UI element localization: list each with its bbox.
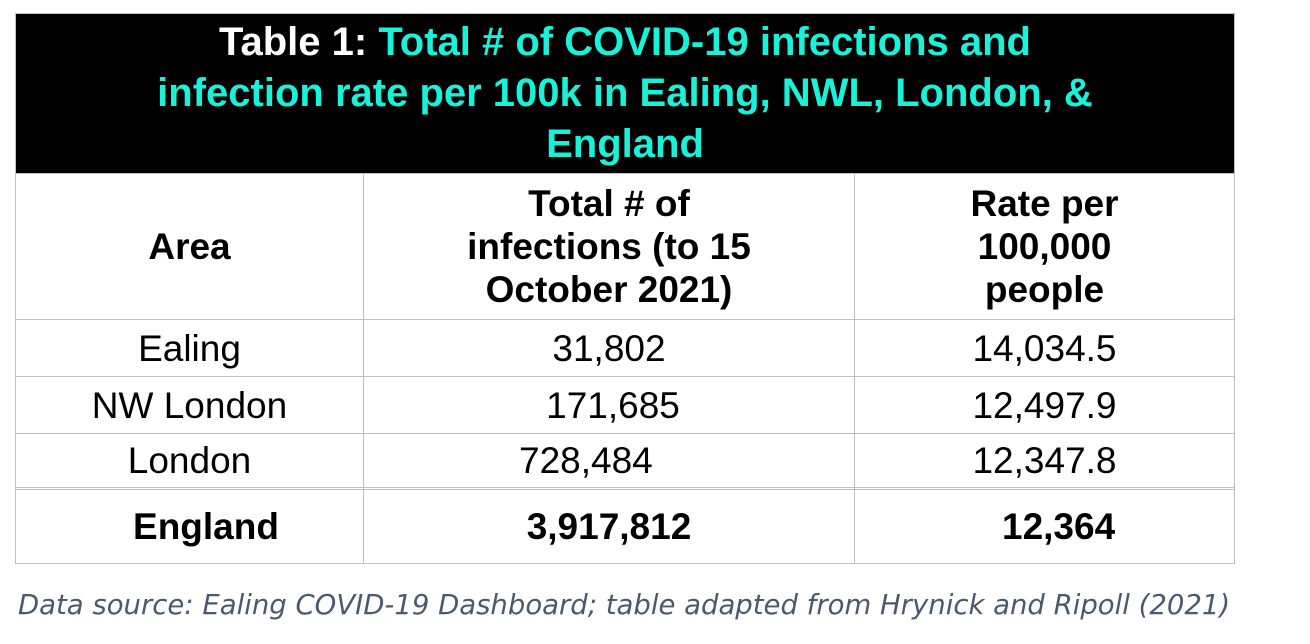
row-nw-london-infections: 171,685: [546, 384, 680, 426]
table-title-line-1: Table 1: Total # of COVID-19 infections …: [16, 17, 1234, 68]
header-rate-line-2: 100,000: [977, 225, 1112, 267]
header-infections-line-1: Total # of: [528, 182, 690, 224]
table-title-text-1: Total # of COVID-19 infections and: [378, 20, 1031, 64]
table-title-prefix: Table 1:: [219, 20, 379, 64]
data-source-caption: Data source: Ealing COVID-19 Dashboard; …: [18, 589, 1231, 621]
header-infections-line-3: October 2021): [485, 268, 733, 310]
table-rule-row-1: [16, 376, 1234, 377]
row-london-area: London: [127, 440, 252, 481]
header-rate-line-3: people: [984, 268, 1105, 310]
row-england-rate: 12,364: [1002, 506, 1116, 547]
table-title: Table 1: Total # of COVID-19 infections …: [16, 14, 1234, 173]
table-title-line-2: infection rate per 100k in Ealing, NWL, …: [157, 71, 1093, 115]
row-ealing-area: Ealing: [138, 327, 241, 369]
table-title-line-3: England: [546, 122, 704, 166]
table-rule-row-3b: [16, 489, 1234, 490]
table-grid: Area Total # of infections (to 15 Octobe…: [16, 173, 1234, 563]
header-rate: Rate per 100,000 people: [855, 173, 1234, 319]
row-ealing-rate: 14,034.5: [972, 327, 1117, 369]
row-nw-london-rate: 12,497.9: [972, 384, 1117, 426]
row-london-rate: 12,347.8: [972, 440, 1117, 481]
table-rule-row-3: [16, 487, 1234, 488]
header-infections-line-2: infections (to 15: [467, 225, 751, 267]
row-ealing-infections: 31,802: [552, 327, 666, 369]
header-area-label: Area: [148, 225, 231, 267]
row-nw-london-area: NW London: [91, 384, 288, 426]
table-rule-top: [16, 173, 1234, 174]
header-rate-line-1: Rate per: [970, 182, 1119, 224]
header-area: Area: [16, 173, 363, 319]
row-england-infections: 3,917,812: [526, 506, 692, 547]
row-england-area: England: [133, 506, 279, 547]
table-rule-row-2: [16, 433, 1234, 434]
table-col-divider-2: [854, 173, 855, 563]
table-col-divider-1: [363, 173, 364, 563]
row-london-infections: 728,484: [519, 440, 653, 481]
covid-infections-table: Table 1: Total # of COVID-19 infections …: [15, 13, 1235, 564]
table-rule-header: [16, 319, 1234, 320]
header-infections: Total # of infections (to 15 October 202…: [364, 173, 854, 319]
